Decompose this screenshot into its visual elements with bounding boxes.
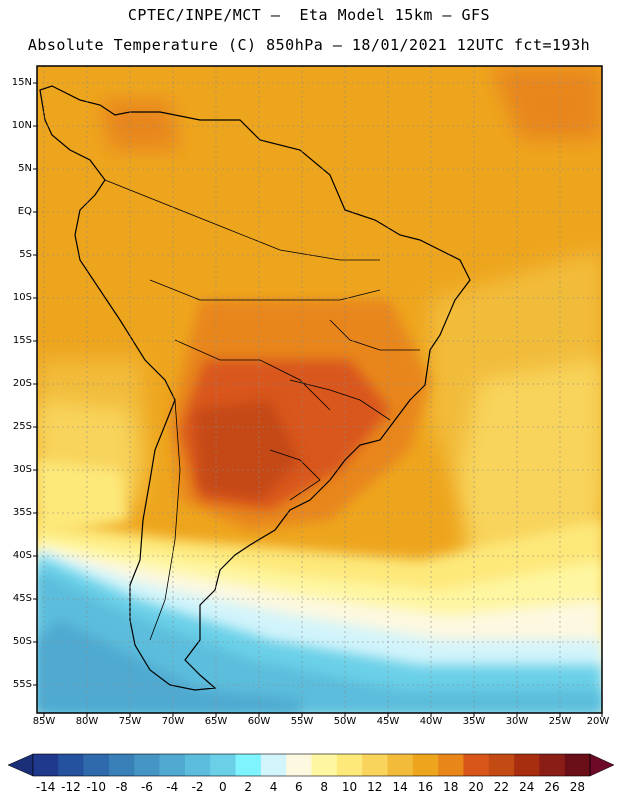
state-border <box>289 379 391 421</box>
coastline <box>39 85 471 691</box>
colorbar-tick-label: -8 <box>115 780 128 794</box>
colorbar-swatch <box>286 754 312 776</box>
lat-label: 10N <box>11 120 32 131</box>
colorbar-tick-label: 2 <box>244 780 253 794</box>
colorbar-tick-label: 24 <box>519 780 535 794</box>
country-border <box>174 339 331 411</box>
colorbar-tick-label: -10 <box>86 780 107 794</box>
colorbar-swatch <box>159 754 186 776</box>
lon-label: 45W <box>376 716 400 727</box>
colorbar-swatch <box>387 754 414 776</box>
lon-label: 35W <box>462 716 486 727</box>
colorbar-swatch <box>58 754 84 776</box>
lat-label: 20S <box>12 378 32 389</box>
colorbar-under-arrow <box>7 753 34 777</box>
colorbar-tick-label: 14 <box>392 780 408 794</box>
map-title-line1: CPTEC/INPE/MCT – Eta Model 15km – GFS <box>127 6 491 24</box>
colorbar-tick-label: 0 <box>219 780 227 794</box>
lon-label: 20W <box>586 716 610 727</box>
colorbar-tick-label: 28 <box>569 780 585 794</box>
lat-label: 15N <box>11 77 32 88</box>
colorbar-swatch <box>362 754 388 776</box>
colorbar-tick-label: -12 <box>61 780 81 794</box>
lat-label: EQ <box>17 206 32 217</box>
country-border <box>104 179 380 261</box>
colorbar-swatch <box>539 754 565 776</box>
colorbar-swatch <box>336 754 363 776</box>
temperature-field <box>37 66 602 713</box>
colorbar-swatch <box>564 754 591 776</box>
lat-label: 5S <box>19 249 32 260</box>
colorbar-tick-label: -14 <box>35 780 56 794</box>
colorbar-swatch <box>260 754 287 776</box>
colorbar-tick-label: 22 <box>493 780 510 794</box>
lon-label: 40W <box>419 716 443 727</box>
country-border <box>149 399 181 641</box>
lat-label: 50S <box>12 636 32 647</box>
lat-label: 35S <box>12 507 32 518</box>
colorbar-tick-label: 12 <box>367 780 383 794</box>
colorbar-over-arrow <box>589 753 615 777</box>
colorbar-tick-label: -4 <box>166 780 179 794</box>
lat-label: 45S <box>12 593 32 604</box>
country-border <box>269 449 321 501</box>
colorbar-swatch <box>210 754 236 776</box>
colorbar-tick-label: 4 <box>269 780 278 794</box>
map-frame <box>36 65 603 714</box>
colorbar-swatch <box>311 754 338 776</box>
lon-label: 70W <box>161 716 185 727</box>
axis-ticks <box>33 82 603 717</box>
colorbar-tick-label: 18 <box>443 780 459 794</box>
colorbar-swatch <box>33 754 59 776</box>
colorbar-swatch <box>463 754 490 776</box>
colorbar-tick-label: 8 <box>320 780 328 794</box>
colorbar-tick-label: 10 <box>341 780 358 794</box>
colorbar-swatch <box>412 754 439 776</box>
colorbar-swatch <box>108 754 135 776</box>
lon-label: 55W <box>290 716 314 727</box>
colorbar-tick-label: -2 <box>191 780 204 794</box>
colorbar-swatch <box>184 754 211 776</box>
colorbar-tick-label: 16 <box>417 780 434 794</box>
colorbar-tick-label: -6 <box>140 780 153 794</box>
colorbar <box>7 753 615 777</box>
colorbar-frame <box>32 753 591 777</box>
lat-label: 15S <box>12 335 32 346</box>
graticule <box>37 66 602 713</box>
colorbar-tick-label: 20 <box>468 780 484 794</box>
lon-label: 25W <box>548 716 572 727</box>
state-border <box>329 319 420 351</box>
lat-label: 5N <box>18 163 32 174</box>
colorbar-tick-label: 6 <box>295 780 303 794</box>
lat-label: 10S <box>12 292 32 303</box>
colorbar-swatch <box>83 754 110 776</box>
lon-label: 60W <box>247 716 271 727</box>
map-title-line2: Absolute Temperature (C) 850hPa – 18/01/… <box>27 36 591 54</box>
colorbar-swatch <box>438 754 464 776</box>
lon-label: 30W <box>505 716 529 727</box>
lat-label: 25S <box>12 421 32 432</box>
colorbar-swatch <box>514 754 540 776</box>
lon-label: 80W <box>75 716 99 727</box>
country-border <box>149 279 381 301</box>
lat-label: 30S <box>12 464 32 475</box>
colorbar-swatch <box>488 754 515 776</box>
lon-label: 85W <box>32 716 56 727</box>
lon-label: 50W <box>333 716 357 727</box>
colorbar-swatch <box>235 754 262 776</box>
colorbar-swatch <box>134 754 160 776</box>
colorbar-tick-label: 26 <box>544 780 560 794</box>
lon-label: 65W <box>204 716 228 727</box>
lat-label: 40S <box>12 550 32 561</box>
lat-label: 55S <box>12 679 32 690</box>
lon-label: 75W <box>118 716 142 727</box>
